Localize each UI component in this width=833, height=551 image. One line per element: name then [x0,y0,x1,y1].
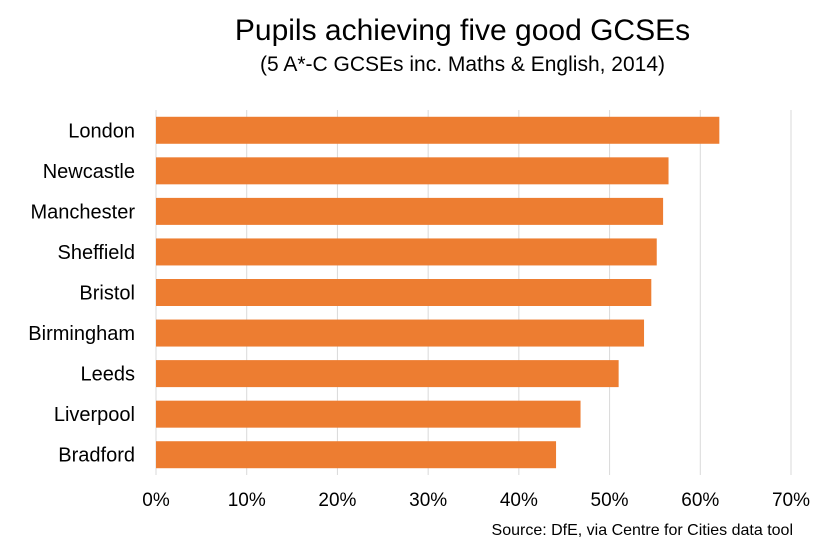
category-label: Birmingham [28,323,135,345]
x-tick-label: 30% [409,490,447,511]
category-label: Newcastle [43,161,135,183]
bar [156,238,657,266]
chart-subtitle: (5 A*-C GCSEs inc. Maths & English, 2014… [260,53,665,76]
category-label: Bradford [58,445,135,467]
category-label: London [68,120,135,142]
chart-title: Pupils achieving five good GCSEs [234,14,691,47]
x-axis-tick-labels: 0% 10% 20% 30% 40% 50% 60% 70% [142,490,810,511]
bars [156,116,720,469]
x-tick-label: 70% [772,490,810,511]
bar [156,400,581,428]
x-tick-label: 0% [142,490,170,511]
bar [156,116,720,144]
category-label: Leeds [81,364,136,386]
bar [156,279,652,306]
bar [156,319,645,347]
bar [156,157,669,185]
category-labels: London Newcastle Manchester Sheffield Bristo… [28,120,135,466]
bar [156,360,619,388]
x-tick-label: 60% [681,490,719,511]
bar [156,197,664,225]
category-label: Liverpool [54,404,135,426]
x-tick-label: 20% [318,490,356,511]
bar [156,441,557,469]
category-label: Manchester [31,201,136,223]
category-label: Bristol [79,283,135,305]
source-note: Source: DfE, via Centre for Cities data … [491,522,793,539]
x-tick-label: 40% [500,490,538,511]
category-label: Sheffield [58,242,135,264]
x-tick-label: 10% [228,490,266,511]
x-tick-label: 50% [591,490,629,511]
